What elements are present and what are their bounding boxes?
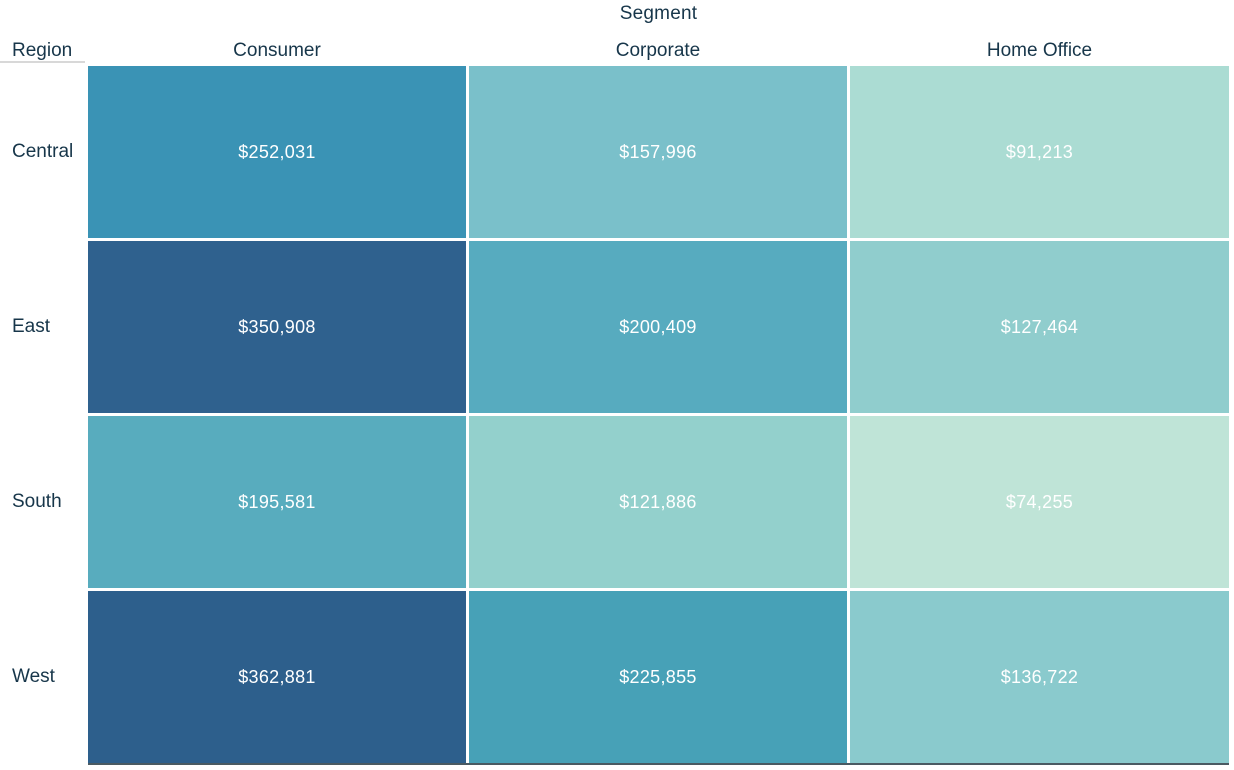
heatmap-cell-west-home-office[interactable]: $136,722 — [850, 591, 1229, 763]
heatmap-cell-central-corporate[interactable]: $157,996 — [469, 66, 847, 238]
heatmap-cell-central-consumer[interactable]: $252,031 — [88, 66, 466, 238]
heatmap-cell-south-consumer[interactable]: $195,581 — [88, 416, 466, 588]
chart-title: Segment — [619, 3, 698, 24]
row-header-central[interactable]: Central — [0, 66, 85, 238]
table-bottom-rule — [88, 763, 1229, 765]
column-header-consumer[interactable]: Consumer — [233, 40, 321, 61]
heatmap-cell-south-home-office[interactable]: $74,255 — [850, 416, 1229, 588]
column-header-home-office[interactable]: Home Office — [986, 40, 1093, 61]
row-header-west[interactable]: West — [0, 591, 85, 763]
heatmap-cell-south-corporate[interactable]: $121,886 — [469, 416, 847, 588]
heatmap-cell-west-corporate[interactable]: $225,855 — [469, 591, 847, 763]
column-header-corporate[interactable]: Corporate — [615, 40, 701, 61]
row-axis-label: Region — [0, 40, 85, 63]
heatmap-cell-east-corporate[interactable]: $200,409 — [469, 241, 847, 413]
heatmap-cell-central-home-office[interactable]: $91,213 — [850, 66, 1229, 238]
heatmap-cell-west-consumer[interactable]: $362,881 — [88, 591, 466, 763]
heatmap-cell-east-consumer[interactable]: $350,908 — [88, 241, 466, 413]
heatmap-cell-east-home-office[interactable]: $127,464 — [850, 241, 1229, 413]
row-header-south[interactable]: South — [0, 416, 85, 588]
row-header-east[interactable]: East — [0, 241, 85, 413]
heatmap-grid: Region Consumer Corporate Home Office Ce… — [0, 40, 1229, 763]
